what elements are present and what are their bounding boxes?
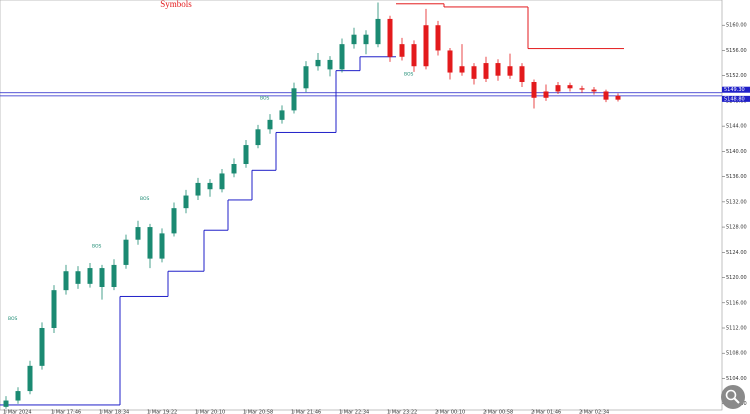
x-tick-label: 1 Mar 2024 — [3, 410, 32, 414]
candle-body — [375, 18, 381, 45]
zoom-circle[interactable] — [721, 385, 745, 409]
candle-body — [195, 182, 201, 196]
y-tick-label: 5160.00 — [726, 23, 747, 29]
x-tick-label: 2 Mar 00:58 — [483, 410, 513, 414]
candle-body — [51, 290, 57, 328]
candle-body — [111, 264, 117, 287]
candle-body — [471, 66, 477, 79]
candle-body — [39, 328, 45, 366]
candle-body — [435, 25, 441, 51]
candle-body — [447, 50, 453, 73]
annotation: BOS — [404, 71, 414, 77]
y-tick-label: 5144.00 — [726, 124, 747, 130]
candle-body — [423, 25, 429, 67]
y-tick-label: 5124.00 — [726, 250, 747, 256]
candle-body — [171, 208, 177, 234]
candle-body — [303, 66, 309, 89]
candle-body — [483, 63, 489, 79]
candle-body — [327, 59, 333, 70]
candle-body — [219, 173, 225, 190]
annotation: BOS — [140, 196, 150, 202]
candle-body — [63, 271, 69, 291]
candle-body — [567, 85, 573, 89]
y-tick-label: 5156.00 — [726, 48, 747, 54]
candle-body — [3, 400, 9, 407]
candle-body — [507, 66, 513, 76]
plot-frame — [0, 0, 723, 411]
candle-body — [207, 182, 213, 190]
x-tick-label: 1 Mar 22:34 — [339, 410, 369, 414]
candle-body — [135, 227, 141, 240]
candle-body — [351, 34, 357, 45]
level-label: 5149.30 — [724, 87, 745, 93]
candle-body — [183, 195, 189, 209]
candle-body — [495, 63, 501, 76]
candle-body — [555, 85, 561, 92]
y-tick-label: 5108.00 — [726, 351, 747, 357]
y-tick-label: 5128.00 — [726, 225, 747, 231]
annotation: BOS — [260, 95, 270, 101]
candle-body — [339, 44, 345, 70]
y-tick-label: 5116.00 — [726, 300, 747, 306]
x-tick-label: 2 Mar 01:46 — [531, 410, 561, 414]
y-tick-label: 5104.00 — [726, 376, 747, 382]
candle-body — [267, 119, 273, 130]
candle-body — [531, 82, 537, 98]
candle-body — [99, 268, 105, 287]
candle-body — [27, 365, 33, 392]
candle-body — [159, 233, 165, 259]
candle-body — [87, 268, 93, 284]
candle-body — [315, 59, 321, 67]
annotation: BOS — [92, 244, 102, 250]
zoom-button[interactable] — [721, 385, 745, 409]
y-tick-label: 5136.00 — [726, 174, 747, 180]
candle-body — [243, 145, 249, 164]
level-label-box — [722, 95, 750, 102]
y-tick-label: 5152.00 — [726, 73, 747, 79]
x-tick-label: 1 Mar 23:22 — [387, 410, 417, 414]
candle-body — [279, 110, 285, 120]
candle-body — [399, 44, 405, 57]
candle-body — [387, 18, 393, 57]
candle-body — [291, 88, 297, 111]
candle-body — [543, 91, 549, 98]
x-tick-label: 1 Mar 20:10 — [195, 410, 225, 414]
x-tick-label: 2 Mar 02:34 — [579, 410, 609, 414]
x-tick-label: 1 Mar 17:46 — [51, 410, 81, 414]
candle-body — [459, 66, 465, 73]
x-tick-label: 1 Mar 19:22 — [147, 410, 177, 414]
level-label-box — [722, 86, 750, 93]
candle-body — [75, 271, 81, 284]
y-tick-label: 5132.00 — [726, 199, 747, 205]
candle-body — [147, 227, 153, 259]
x-tick-label: 1 Mar 20:58 — [243, 410, 273, 414]
candle-body — [591, 89, 597, 92]
level-label: 5148.80 — [724, 96, 745, 102]
zoom-handle[interactable] — [733, 397, 740, 404]
candle-body — [255, 129, 261, 146]
candle-body — [579, 88, 585, 90]
candle-body — [519, 66, 525, 82]
x-tick-label: 1 Mar 18:34 — [99, 410, 129, 414]
y-tick-label: 5112.00 — [726, 326, 747, 332]
zoom-lens[interactable] — [725, 389, 737, 401]
y-tick-label: 5140.00 — [726, 149, 747, 155]
candle-body — [231, 164, 237, 174]
candle-body — [15, 391, 21, 401]
chart-title: Symbols — [160, 0, 192, 9]
x-tick-label: 2 Mar 00:10 — [435, 410, 465, 414]
candle-body — [603, 91, 609, 100]
annotation: BOS — [8, 316, 18, 322]
candle-body — [411, 44, 417, 67]
y-tick-label: 5120.00 — [726, 275, 747, 281]
x-tick-label: 1 Mar 21:46 — [291, 410, 321, 414]
candle-body — [615, 95, 621, 100]
candle-body — [123, 239, 129, 265]
candle-body — [363, 34, 369, 45]
